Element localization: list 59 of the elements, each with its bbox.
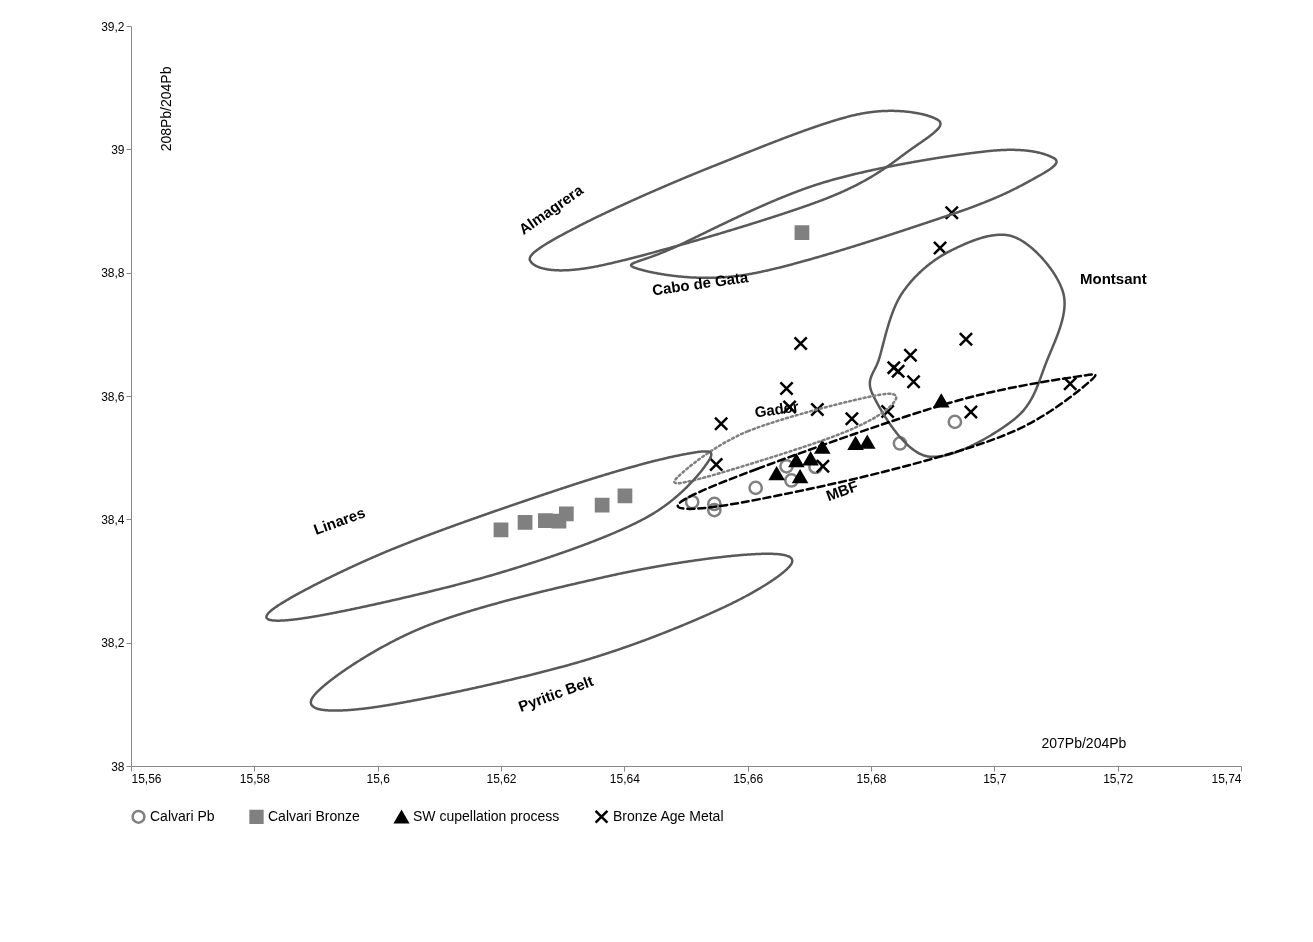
- point: [769, 467, 785, 481]
- point: [748, 480, 764, 496]
- point: [963, 404, 979, 420]
- point: [793, 336, 809, 351]
- point: [848, 436, 863, 451]
- x-tick-label: 15,68: [856, 771, 887, 786]
- point: [517, 515, 533, 530]
- point: [779, 381, 794, 396]
- annotation: MBF: [823, 476, 861, 505]
- point: [708, 457, 724, 472]
- point: [594, 497, 610, 513]
- point: [859, 435, 875, 449]
- annotation: Montsant: [1080, 270, 1147, 288]
- y-tick-label: 38,2: [101, 636, 125, 651]
- y-tick-label: 39: [111, 142, 125, 157]
- point: [792, 470, 808, 484]
- point: [947, 414, 963, 430]
- point: [784, 473, 799, 488]
- annotation: Cabo de Gata: [651, 268, 750, 299]
- point: [558, 506, 574, 522]
- point: [713, 416, 729, 432]
- x-tick-label: 15,66: [733, 771, 764, 786]
- point: [903, 347, 918, 363]
- x-tick-label: 15,64: [609, 771, 641, 786]
- point: [958, 331, 974, 347]
- y-tick-label: 38,4: [101, 512, 125, 527]
- legend-label: Calvari Bronze: [268, 807, 361, 824]
- point: [890, 363, 906, 379]
- y-tick-label: 38,8: [101, 266, 125, 281]
- annotation: Linares: [311, 503, 368, 538]
- x-tick-label: 15,74: [1211, 771, 1242, 786]
- point: [538, 513, 553, 528]
- x-tick-label: 15,58: [239, 771, 271, 786]
- point: [886, 360, 902, 376]
- point: [1062, 376, 1078, 392]
- x-tick-label: 15,6: [366, 771, 391, 786]
- point: [789, 454, 804, 468]
- x-tick-label: 15,56: [131, 771, 162, 786]
- x-tick-label: 15,7: [983, 771, 1007, 786]
- y-axis-title: 208Pb/204Pb: [157, 66, 174, 152]
- point: [906, 374, 921, 390]
- point: [844, 411, 860, 427]
- point: [815, 458, 831, 474]
- legend-label: Calvari Pb: [150, 807, 215, 824]
- point: [794, 225, 810, 240]
- point: [493, 522, 509, 538]
- x-tick-label: 15,72: [1103, 771, 1134, 786]
- y-tick-label: 39,2: [101, 19, 125, 34]
- point: [779, 458, 794, 474]
- x-axis-title: 207Pb/204Pb: [1041, 734, 1127, 751]
- legend-label: SW cupellation process: [413, 808, 560, 825]
- y-tick-label: 38,6: [101, 389, 125, 404]
- point: [803, 452, 818, 466]
- annotation: Pyritic Belt: [515, 671, 596, 715]
- x-tick-label: 15,62: [486, 771, 517, 786]
- point: [617, 488, 633, 504]
- point: [814, 440, 830, 454]
- y-tick-label: 38: [111, 759, 125, 774]
- legend-label: Bronze Age Metal: [613, 807, 724, 824]
